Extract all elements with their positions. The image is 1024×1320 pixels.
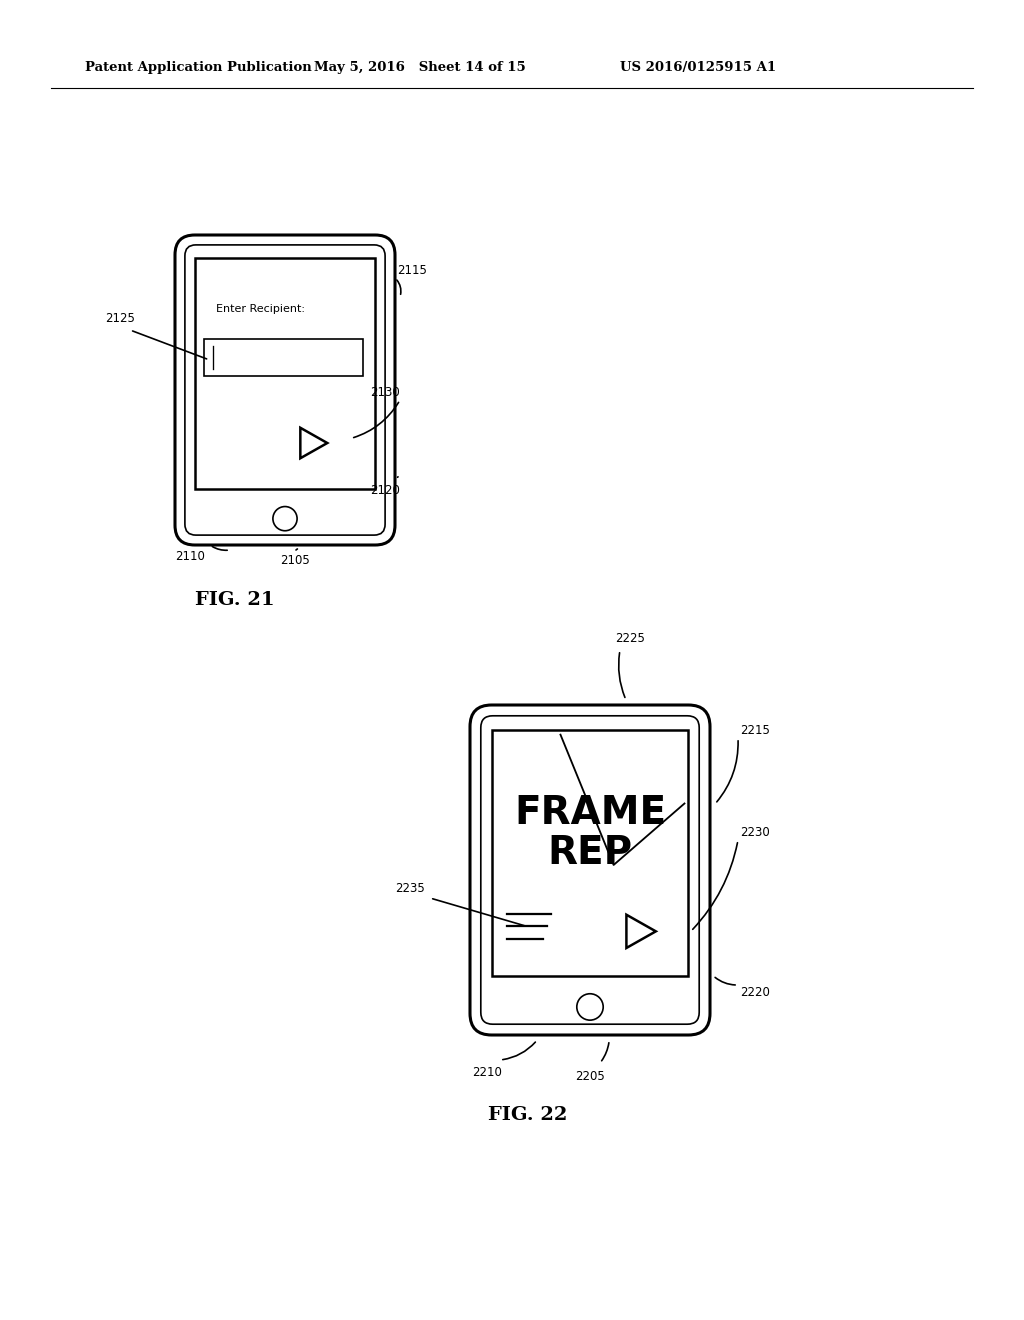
Circle shape: [577, 994, 603, 1020]
Text: 2225: 2225: [615, 631, 645, 644]
Text: 2130: 2130: [370, 387, 399, 400]
Text: 2120: 2120: [370, 483, 400, 496]
Polygon shape: [300, 428, 328, 458]
FancyBboxPatch shape: [185, 246, 385, 535]
Text: 2115: 2115: [397, 264, 427, 276]
Text: 2230: 2230: [740, 825, 770, 838]
Text: 2220: 2220: [740, 986, 770, 999]
Text: 2205: 2205: [575, 1069, 605, 1082]
Circle shape: [273, 507, 297, 531]
FancyBboxPatch shape: [481, 715, 699, 1024]
Polygon shape: [627, 915, 655, 948]
Bar: [492, 730, 688, 975]
Text: Patent Application Publication: Patent Application Publication: [85, 62, 311, 74]
FancyBboxPatch shape: [470, 705, 710, 1035]
Text: 2210: 2210: [472, 1065, 502, 1078]
Text: 2235: 2235: [395, 882, 425, 895]
Text: FIG. 21: FIG. 21: [195, 591, 274, 609]
Text: FIG. 22: FIG. 22: [488, 1106, 567, 1125]
Text: 2105: 2105: [280, 553, 309, 566]
Bar: [204, 339, 362, 376]
FancyBboxPatch shape: [175, 235, 395, 545]
Text: Enter Recipient:: Enter Recipient:: [216, 304, 305, 314]
Text: 2125: 2125: [105, 312, 135, 325]
Bar: [195, 259, 375, 490]
Text: FRAME
REP: FRAME REP: [514, 795, 666, 871]
Text: May 5, 2016   Sheet 14 of 15: May 5, 2016 Sheet 14 of 15: [314, 62, 526, 74]
Text: 2110: 2110: [175, 549, 205, 562]
Text: 2215: 2215: [740, 723, 770, 737]
Text: US 2016/0125915 A1: US 2016/0125915 A1: [620, 62, 776, 74]
